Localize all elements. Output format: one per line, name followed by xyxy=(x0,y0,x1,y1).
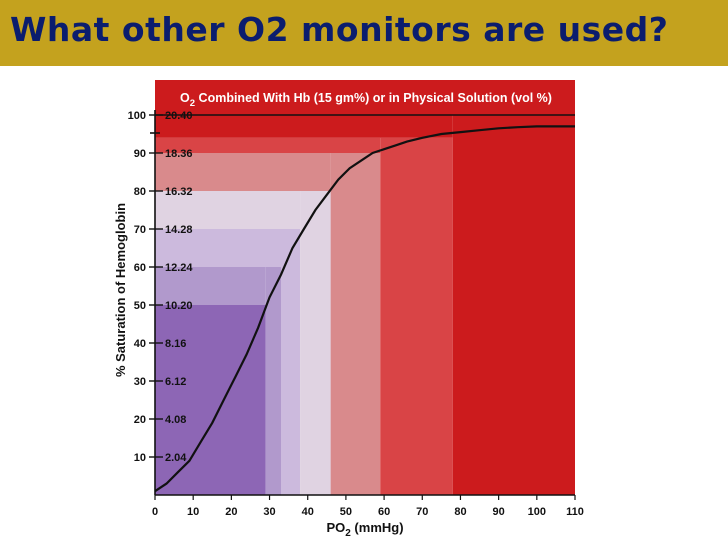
y-tick-label: 50 xyxy=(134,300,146,312)
saturation-band xyxy=(300,191,331,495)
x-tick-label: 40 xyxy=(302,506,314,518)
y-tick-label: 40 xyxy=(134,338,146,350)
saturation-band xyxy=(265,267,281,495)
y-axis-title: % Saturation of Hemoglobin xyxy=(113,203,128,377)
x-tick-label: 110 xyxy=(566,506,584,518)
chart-header-main: O xyxy=(180,91,190,105)
x-tick-label: 0 xyxy=(152,506,158,518)
y-inner-tick-label: 12.24 xyxy=(165,262,193,274)
title-bar: What other O2 monitors are used? xyxy=(0,0,728,66)
saturation-band xyxy=(155,305,266,495)
y-inner-tick-label: 16.32 xyxy=(165,186,193,198)
x-tick-label: 50 xyxy=(340,506,352,518)
chart-header-rest: Combined With Hb (15 gm%) or in Physical… xyxy=(195,91,552,105)
slide-title: What other O2 monitors are used? xyxy=(10,10,669,49)
x-axis-title-rest: (mmHg) xyxy=(351,520,404,535)
axes xyxy=(150,110,575,496)
y-inner-tick-label: 4.08 xyxy=(165,414,186,426)
chart-header: O2 Combined With Hb (15 gm%) or in Physi… xyxy=(180,91,552,109)
x-tick-label: 10 xyxy=(187,506,199,518)
saturation-band xyxy=(281,229,301,495)
dissociation-curve xyxy=(154,125,575,493)
header-band-rect xyxy=(155,80,575,115)
y-tick-label: 60 xyxy=(134,262,146,274)
y-tick-label: 70 xyxy=(134,224,146,236)
x-tick-label: 30 xyxy=(263,506,275,518)
y-inner-tick-label: 18.36 xyxy=(165,148,193,160)
x-tick-label: 60 xyxy=(378,506,390,518)
y-tick-label: 80 xyxy=(134,186,146,198)
saturation-bands xyxy=(155,115,575,496)
saturation-band xyxy=(452,115,575,495)
x-axis-title: PO2 (mmHg) xyxy=(326,520,403,539)
x-axis-title-main: PO xyxy=(326,520,345,535)
y-tick-label: 100 xyxy=(128,110,146,122)
chart-header-sub: 2 xyxy=(190,98,195,109)
x-tick-label: 80 xyxy=(454,506,466,518)
y-inner-tick-label: 10.20 xyxy=(165,300,193,312)
y-inner-tick-label: 20.40 xyxy=(165,110,193,122)
x-tick-label: 70 xyxy=(416,506,428,518)
saturation-band xyxy=(155,229,281,267)
saturation-band xyxy=(155,153,331,191)
saturation-band xyxy=(380,137,453,496)
x-tick-label: 20 xyxy=(225,506,237,518)
y-inner-tick-label: 8.16 xyxy=(165,338,186,350)
y-tick-label: 30 xyxy=(134,376,146,388)
header-band xyxy=(155,80,575,115)
saturation-band xyxy=(155,137,381,153)
y-inner-tick-label: 2.04 xyxy=(165,452,187,464)
y-inner-tick-label: 14.28 xyxy=(165,224,193,236)
saturation-band xyxy=(330,153,381,495)
x-axis-title-sub: 2 xyxy=(345,528,351,539)
x-tick-label: 90 xyxy=(493,506,505,518)
y-inner-tick-label: 6.12 xyxy=(165,376,186,388)
saturation-band xyxy=(155,115,453,138)
x-tick-label: 100 xyxy=(528,506,546,518)
y-tick-label: 20 xyxy=(134,414,146,426)
saturation-band xyxy=(155,267,266,305)
y-ticks: 10 2.04 20 4.08 30 6.12 40 8.16 50 10.20 60 12.24 70… xyxy=(128,110,194,464)
x-ticks: 0 10 20 30 40 50 60 70 80 90 100 110 xyxy=(152,495,584,518)
saturation-band xyxy=(155,191,301,229)
y-tick-label: 90 xyxy=(134,148,146,160)
y-tick-label: 10 xyxy=(134,452,146,464)
